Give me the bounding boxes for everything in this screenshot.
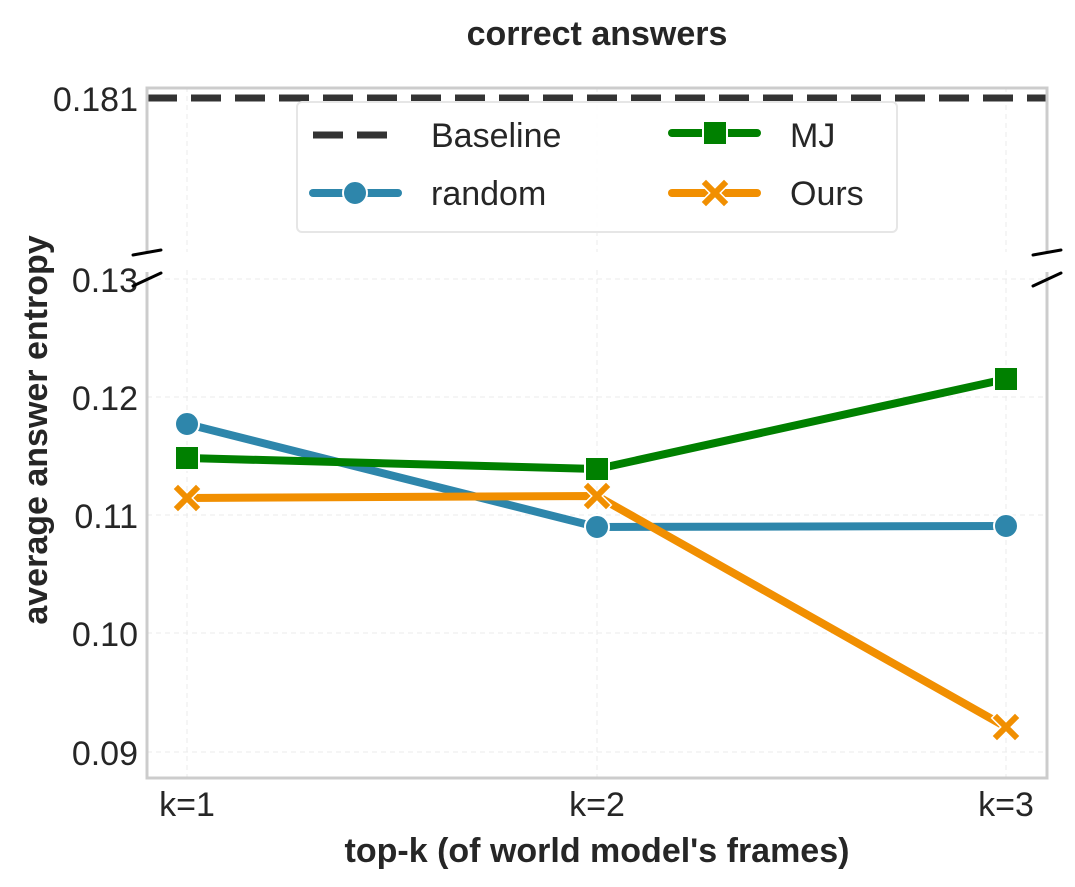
lower-panel: 0.13 0.12 0.11 0.10 0.09 k=1 k=2 k=3 — [72, 262, 1049, 824]
xtick-k3: k=3 — [978, 786, 1034, 824]
marker-ours-k1 — [173, 484, 201, 512]
legend: Baseline MJ random Ours — [296, 101, 898, 233]
upper-frame — [145, 86, 1049, 252]
ytick-0.12: 0.12 — [72, 380, 138, 418]
series-ours — [171, 480, 1022, 743]
axis-break-marks — [131, 248, 1063, 288]
ytick-upper: 0.181 — [53, 81, 138, 119]
legend-label-random: random — [431, 175, 546, 213]
legend-label-baseline: Baseline — [431, 117, 561, 155]
legend-item-ours: Ours — [668, 175, 864, 213]
lower-frame — [145, 272, 1049, 780]
xtick-k1: k=1 — [159, 786, 215, 824]
marker-mj-k2 — [584, 456, 610, 482]
marker-ours-k3 — [992, 713, 1020, 741]
marker-random-k3 — [993, 513, 1019, 539]
marker-mj-k1 — [174, 445, 200, 471]
chart-title: correct answers — [467, 15, 728, 53]
x-axis-label: top-k (of world model's frames) — [345, 832, 850, 870]
legend-label-mj: MJ — [790, 117, 835, 155]
marker-ours-k2 — [583, 482, 611, 510]
xtick-k2: k=2 — [569, 786, 625, 824]
ytick-0.09: 0.09 — [72, 735, 138, 773]
marker-random-k1 — [174, 411, 200, 437]
ytick-0.11: 0.11 — [74, 498, 138, 536]
legend-item-random: random — [309, 175, 546, 213]
series-mj — [174, 366, 1019, 482]
marker-random-k2 — [584, 514, 610, 540]
legend-label-ours: Ours — [790, 175, 864, 213]
ytick-0.13: 0.13 — [72, 262, 138, 300]
legend-item-mj: MJ — [668, 117, 835, 155]
y-axis-label: average answer entropy — [17, 235, 55, 624]
legend-item-baseline: Baseline — [313, 117, 561, 155]
ytick-0.10: 0.10 — [72, 616, 138, 654]
marker-mj-k3 — [993, 366, 1019, 392]
